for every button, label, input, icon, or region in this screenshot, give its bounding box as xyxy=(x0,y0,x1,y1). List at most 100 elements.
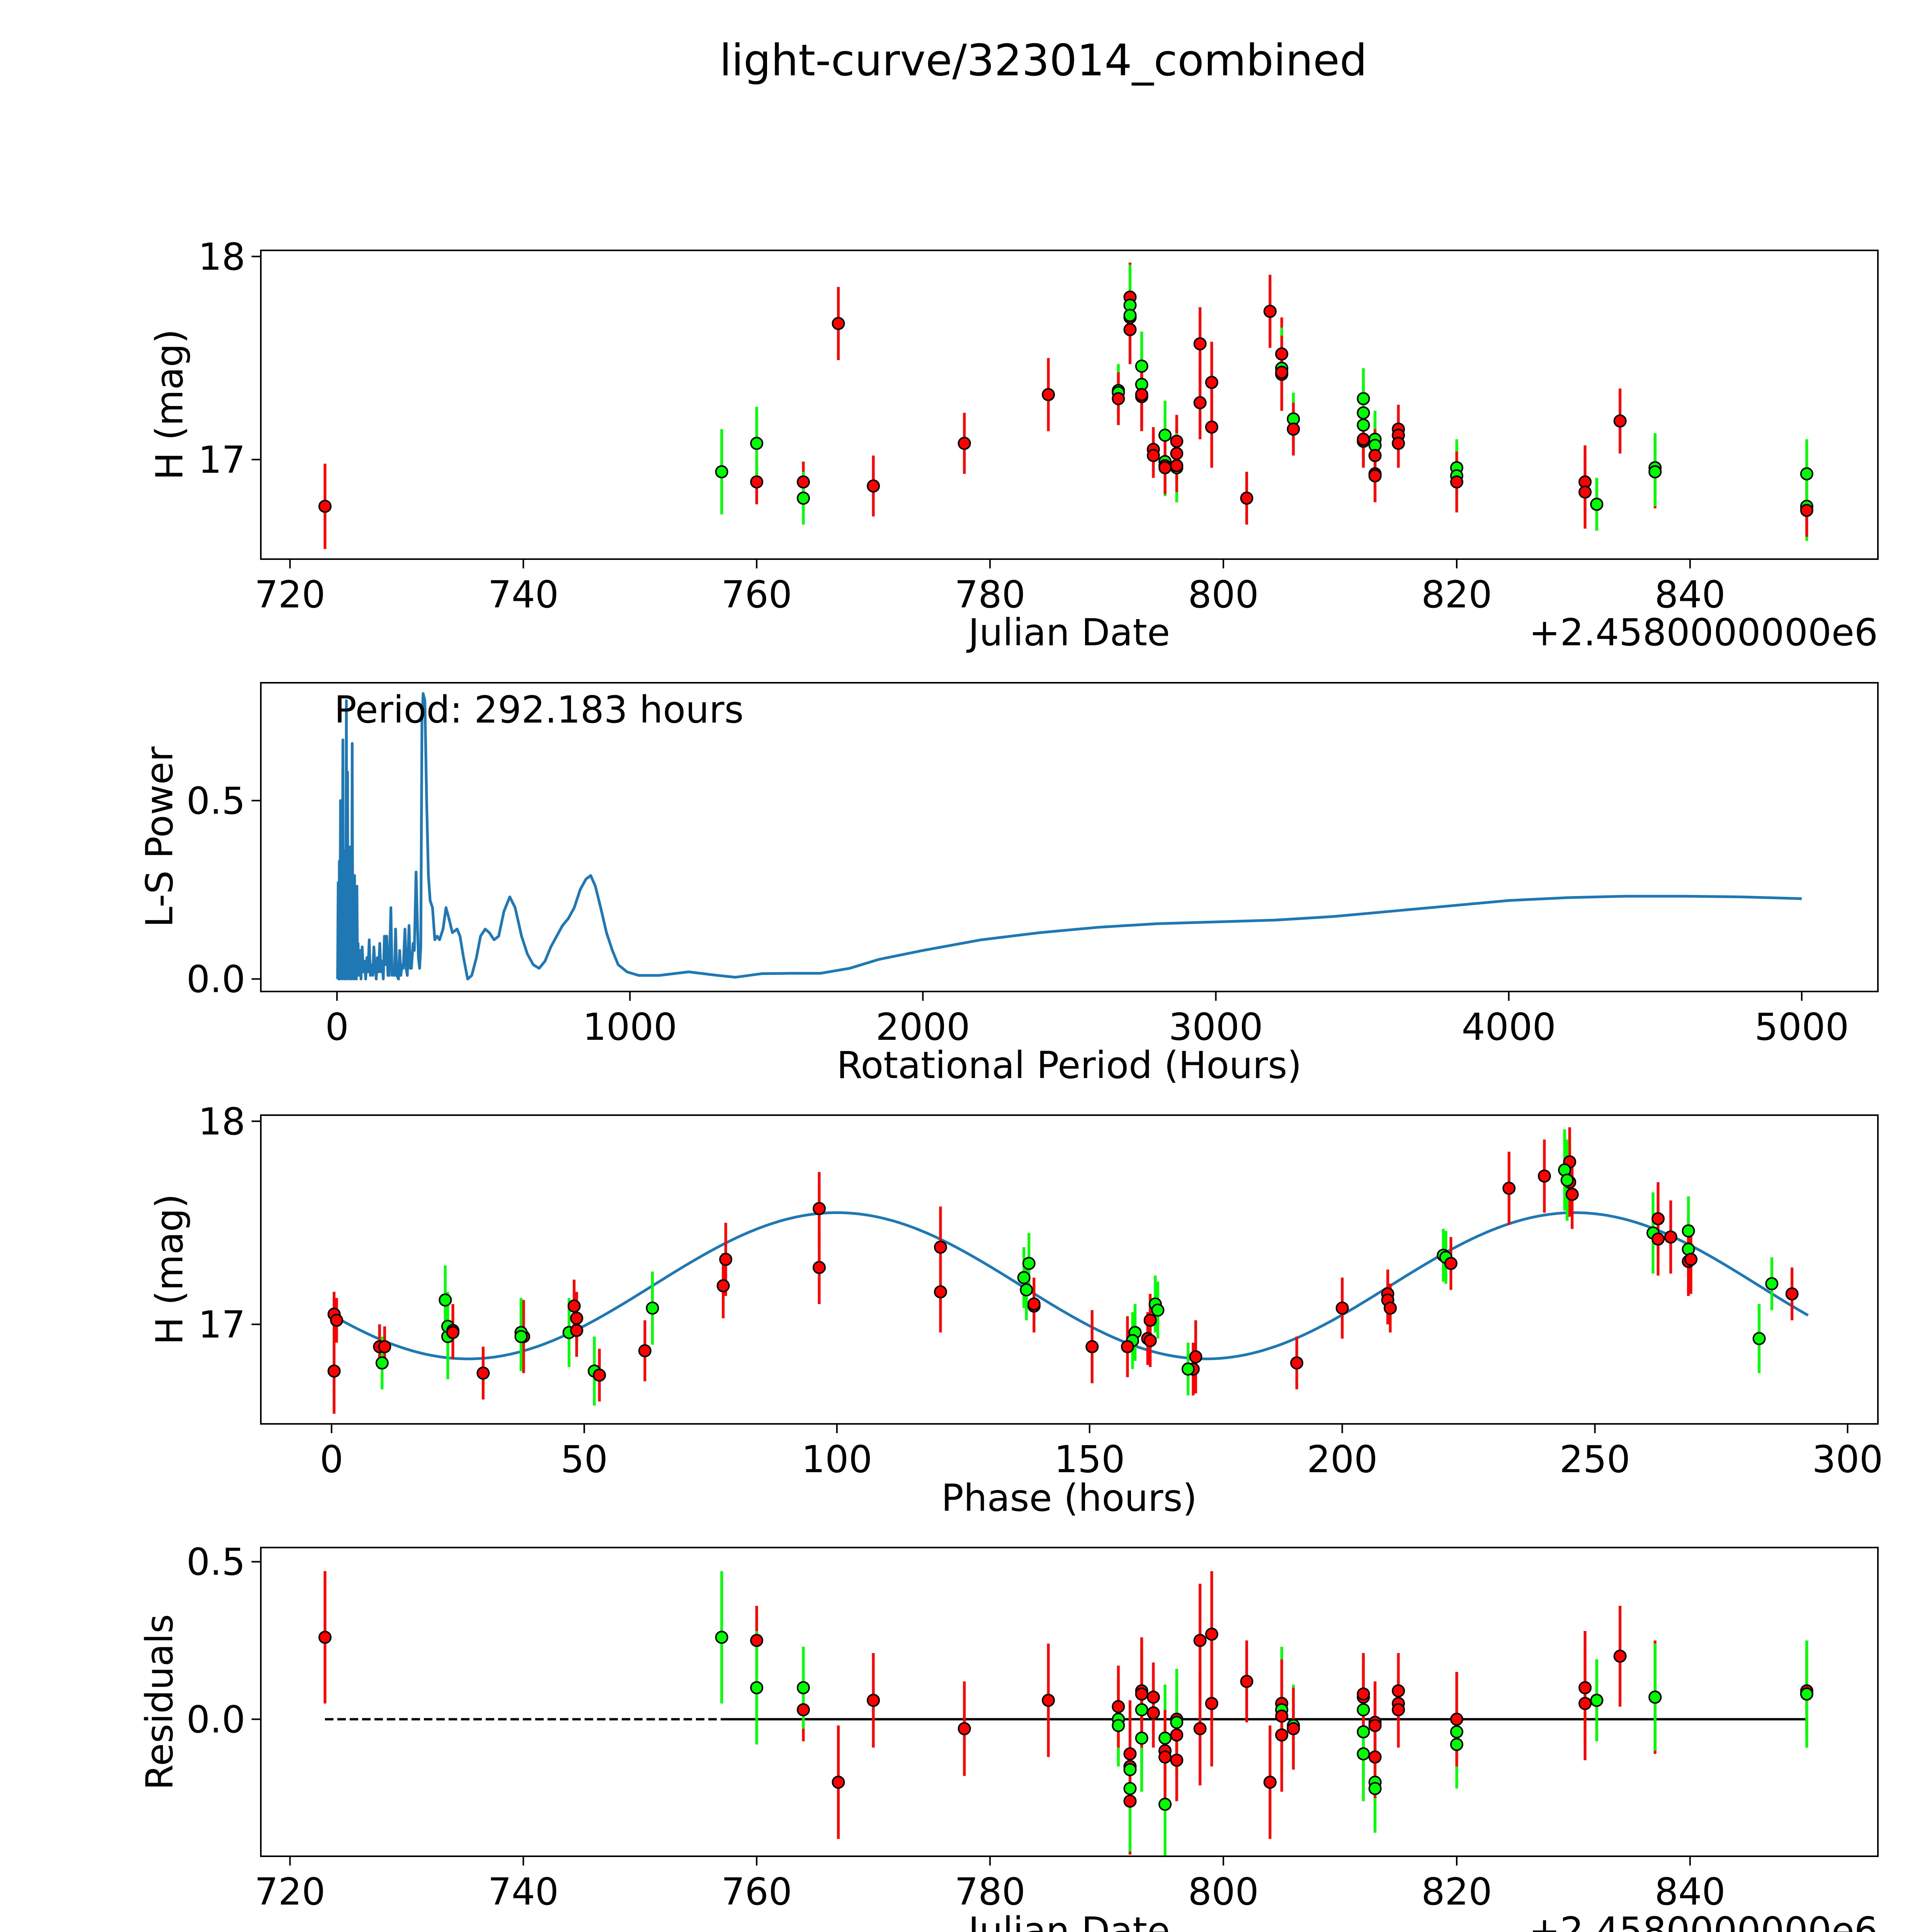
y-tick-label: 18 xyxy=(198,1100,245,1143)
x-tick-label: 3000 xyxy=(1168,1005,1263,1049)
residuals-point xyxy=(1391,1703,1405,1716)
periodogram-frame xyxy=(260,682,1879,992)
residuals-points xyxy=(318,1571,1813,1856)
x-tick-label: 840 xyxy=(1655,573,1725,616)
residuals-point xyxy=(1368,1719,1382,1732)
phased-point xyxy=(1684,1253,1698,1266)
x-tick-label: 720 xyxy=(255,573,325,616)
x-tick-label: 250 xyxy=(1560,1438,1630,1481)
phased-point xyxy=(330,1313,344,1327)
lightcurve-point xyxy=(1193,337,1207,350)
residuals-point xyxy=(1357,1703,1370,1716)
phased-point xyxy=(1022,1257,1036,1270)
lightcurve-frame xyxy=(260,250,1879,560)
lightcurve-point xyxy=(1275,366,1289,379)
x-tick-label: 5000 xyxy=(1755,1005,1849,1049)
x-tick-label: 820 xyxy=(1421,573,1492,616)
residuals-point xyxy=(1123,1782,1137,1795)
phased-point xyxy=(1765,1277,1779,1291)
periodogram-ticks: 0 1000 2000 3000 4000 5000 0.0 0.5 xyxy=(186,779,1849,1049)
phased-point xyxy=(813,1202,826,1215)
residuals-point xyxy=(1135,1731,1148,1745)
phased-point xyxy=(1143,1313,1157,1327)
lightcurve-point xyxy=(1170,435,1184,448)
residuals-point xyxy=(1146,1690,1160,1704)
phased-point xyxy=(570,1324,583,1337)
residuals-frame xyxy=(260,1547,1879,1857)
residuals-xlabel: Julian Date xyxy=(966,1909,1170,1932)
x-tick-label: 2000 xyxy=(876,1005,970,1049)
lightcurve-point xyxy=(797,492,810,505)
lightcurve-point xyxy=(1158,429,1172,442)
residuals-point xyxy=(1287,1722,1300,1735)
x-tick-label: 4000 xyxy=(1462,1005,1556,1049)
phased-point xyxy=(1151,1303,1165,1317)
phased-frame xyxy=(260,1114,1879,1425)
x-tick-label: 820 xyxy=(1421,1870,1492,1913)
x-tick-label: 200 xyxy=(1307,1438,1378,1481)
phased-point xyxy=(1027,1297,1041,1311)
lightcurve-point xyxy=(1135,359,1148,373)
lightcurve-point xyxy=(1135,388,1148,401)
phased-ticks: 0 50 100 150 200 250 300 17 18 xyxy=(198,1100,1883,1481)
residuals-point xyxy=(1123,1794,1137,1808)
y-tick-label: 17 xyxy=(198,438,245,481)
x-tick-label: 800 xyxy=(1188,1870,1259,1913)
residuals-point xyxy=(1450,1725,1463,1738)
residuals-point xyxy=(797,1703,810,1716)
phased-point xyxy=(1290,1356,1304,1370)
residuals-point xyxy=(1578,1697,1592,1710)
lightcurve-point xyxy=(1357,418,1370,432)
phased-point xyxy=(375,1356,389,1370)
lightcurve-point xyxy=(1112,392,1125,405)
phased-point xyxy=(1560,1173,1574,1187)
residuals-point xyxy=(957,1722,971,1735)
lightcurve-point xyxy=(318,500,332,513)
phased-point xyxy=(1651,1212,1665,1226)
residuals-point xyxy=(867,1694,880,1707)
lightcurve-point xyxy=(1123,323,1137,337)
x-tick-label: 840 xyxy=(1655,1870,1725,1913)
phased-point xyxy=(570,1311,583,1325)
residuals-point xyxy=(1042,1694,1055,1707)
lightcurve-point xyxy=(1193,396,1207,410)
lightcurve-x-offset: +2.4580000000e6 xyxy=(1529,611,1878,654)
residuals-point xyxy=(1123,1747,1137,1761)
lightcurve-point xyxy=(1263,304,1277,318)
lightcurve-point xyxy=(1042,388,1055,401)
residuals-point xyxy=(750,1634,764,1647)
phased-point xyxy=(1143,1334,1157,1347)
y-tick-label: 0.0 xyxy=(186,958,245,1001)
period-annotation: Period: 292.183 hours xyxy=(334,688,744,731)
residuals-point xyxy=(1205,1628,1218,1641)
x-tick-label: 740 xyxy=(488,1870,559,1913)
lightcurve-ticks: 720 740 760 780 800 820 840 17 18 xyxy=(198,235,1726,616)
lightcurve-point xyxy=(750,475,764,489)
lightcurve-axes: 720 740 760 780 800 820 840 17 18 Julian Date +2… xyxy=(148,235,1879,654)
phased-point xyxy=(719,1253,733,1266)
phased-point xyxy=(439,1293,452,1307)
phased-point xyxy=(327,1364,341,1378)
lightcurve-point xyxy=(1158,461,1172,474)
lightcurve-point xyxy=(1578,485,1592,499)
residuals-plot-area xyxy=(318,1571,1813,1856)
residuals-point xyxy=(1123,1763,1137,1776)
residuals-x-offset: +2.4580000000e6 xyxy=(1529,1909,1878,1932)
y-tick-label: 18 xyxy=(198,235,245,279)
lightcurve-point xyxy=(1800,503,1813,517)
phased-point xyxy=(934,1240,947,1254)
periodogram-plot-area xyxy=(336,692,1802,981)
lightcurve-point xyxy=(715,465,728,478)
phased-point xyxy=(446,1326,459,1339)
phased-point xyxy=(716,1279,730,1293)
x-tick-label: 740 xyxy=(488,573,559,616)
residuals-point xyxy=(1275,1728,1289,1742)
periodogram-ylabel: L-S Power xyxy=(138,746,181,927)
residuals-point xyxy=(750,1681,764,1694)
x-tick-label: 780 xyxy=(955,1870,1026,1913)
phased-plot-area xyxy=(327,1127,1809,1414)
phased-point xyxy=(378,1340,391,1354)
lightcurve-point xyxy=(1357,406,1370,420)
residuals-point xyxy=(797,1681,810,1694)
